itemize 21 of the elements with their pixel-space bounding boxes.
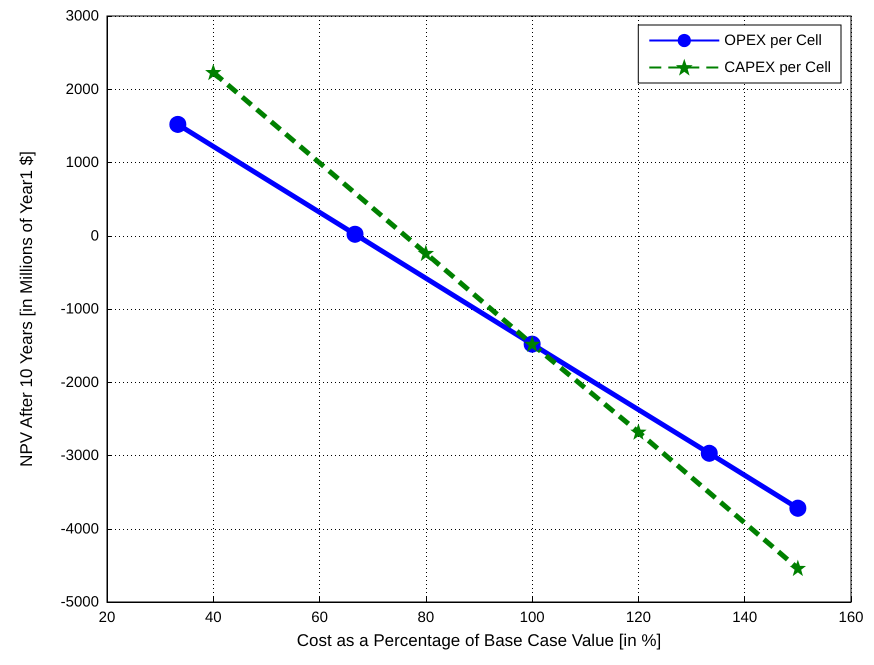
x-tick-label: 40 [204,609,222,626]
y-tick-label: 2000 [66,80,99,98]
legend-label: OPEX per Cell [724,32,822,49]
y-axis-title: NPV After 10 Years [in Millions of Year1 $] [17,151,36,467]
legend-label: CAPEX per Cell [724,59,832,76]
y-tick-label: -3000 [60,447,99,464]
y-tick-label: -2000 [60,374,99,391]
x-tick-label: 140 [732,609,758,626]
x-tick-label: 120 [626,609,651,626]
x-tick-label: 100 [520,609,545,626]
x-tick-label: 20 [98,609,116,626]
x-axis-title: Cost as a Percentage of Base Case Value [in %] [296,631,662,650]
y-tick-label: 1000 [66,154,99,171]
y-tick-label: -5000 [60,594,99,610]
y-tick-label: -4000 [60,520,99,538]
y-tick-label: 3000 [66,8,99,24]
y-tick-label: 0 [90,227,99,244]
x-tick-label: 80 [418,609,434,626]
x-tick-label: 60 [311,609,328,626]
x-tick-label: 160 [838,609,864,626]
y-tick-label: -1000 [60,300,99,318]
